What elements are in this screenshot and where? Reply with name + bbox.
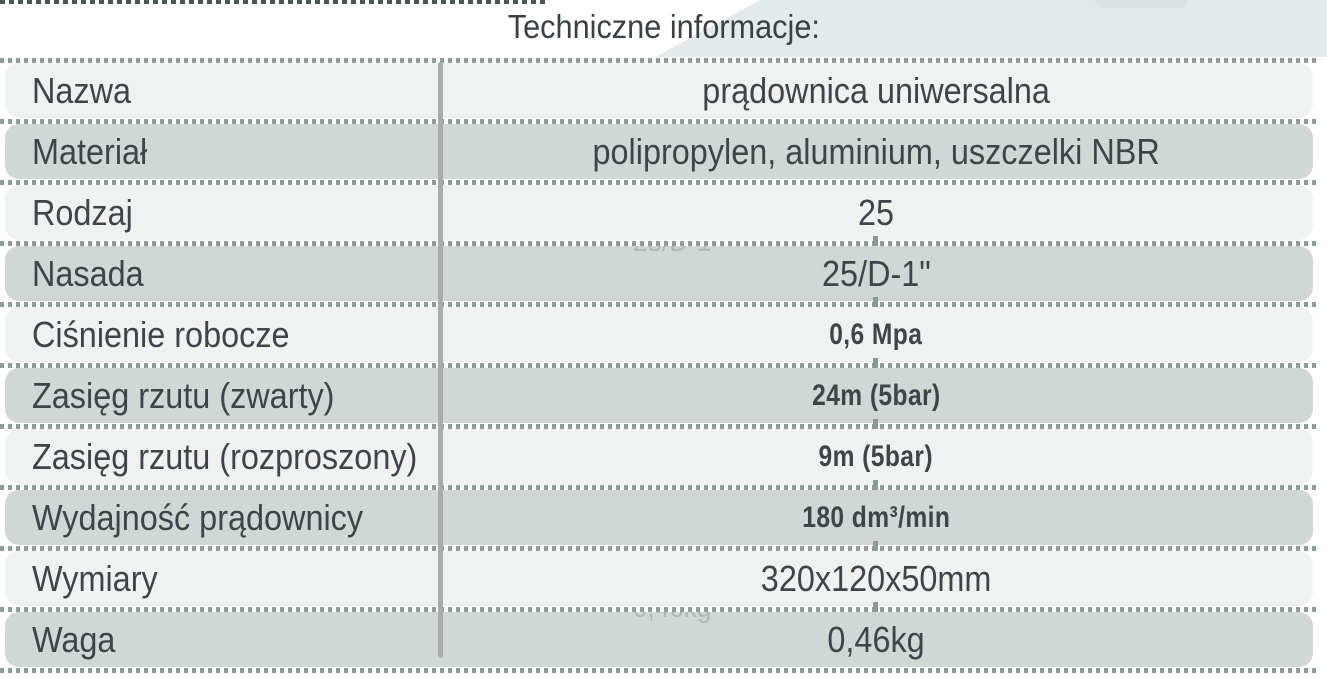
table-row: Wymiary 320x120x50mm [5,551,1313,606]
row-value: 0,46kg [827,618,925,660]
row-separator [0,480,1319,495]
table-row: Waga 0,46kg 0,46kg [5,612,1313,667]
top-edge-dots-artifact [0,0,545,4]
row-value: 25 [857,191,895,233]
row-label: Waga [32,618,116,660]
row-label-cell: Nazwa [5,70,439,112]
title-band: Techniczne informacje: [0,0,1327,57]
row-separator [0,118,1319,124]
row-label-cell: Nasada [5,253,439,295]
row-value-cell: 320x120x50mm [439,558,1313,600]
row-value-cell: 0,46kg [439,619,1313,661]
row-value-cell: 0,6 Mpa [439,318,1313,352]
separator-tick [873,236,878,251]
row-separator [0,297,1319,312]
row-value: polipropylen, aluminium, uszczelki NBR [592,130,1160,172]
table-row: Rodzaj 25 [5,185,1313,240]
row-label: Materiał [32,130,148,172]
row-label-cell: Ciśnienie robocze [5,314,439,356]
row-label-cell: Wydajność prądownicy [5,497,439,539]
row-value: 0,6 Mpa [829,317,923,351]
row-label-cell: Waga [5,619,439,661]
row-label: Ciśnienie robocze [32,313,290,355]
row-value: 9m (5bar) [818,439,934,473]
row-value-cell: 25 [439,192,1313,234]
row-label-cell: Wymiary [5,558,439,600]
table-row: Materiał polipropylen, aluminium, uszcze… [5,124,1313,179]
separator-tick [873,602,878,617]
row-separator [0,57,1319,63]
title-band-shade [655,0,1327,57]
table-row: Zasięg rzutu (zwarty) 24m (5bar) [5,368,1313,423]
row-label: Zasięg rzutu (zwarty) [32,374,335,416]
separator-tick [873,358,878,373]
row-separator [0,236,1319,251]
row-label: Rodzaj [32,191,133,233]
row-label-cell: Zasięg rzutu (rozproszony) [5,436,439,478]
row-label: Wydajność prądownicy [32,496,364,538]
separator-tick [873,297,878,312]
top-edge-bar-artifact [1095,0,1187,8]
page-title: Techniczne informacje: [507,8,820,45]
separator-tick [873,419,878,434]
row-separator [0,179,1319,185]
row-value: 320x120x50mm [760,557,992,599]
row-separator [0,358,1319,373]
table-row: Wydajność prądownicy 180 dm³/min [5,490,1313,545]
row-label: Nazwa [32,69,132,111]
row-label: Wymiary [32,557,158,599]
table-row: Ciśnienie robocze 0,6 Mpa [5,307,1313,362]
row-value: prądownica uniwersalna [702,69,1050,111]
row-label: Nasada [32,252,144,294]
row-label-cell: Materiał [5,131,439,173]
spec-table: Nazwa prądownica uniwersalna Materiał po… [0,57,1327,673]
row-value-cell: polipropylen, aluminium, uszczelki NBR [439,131,1313,173]
row-value-cell: 9m (5bar) [439,440,1313,474]
row-label: Zasięg rzutu (rozproszony) [32,435,418,477]
row-value: 25/D-1" [821,252,931,294]
row-label-cell: Zasięg rzutu (zwarty) [5,375,439,417]
row-value: 24m (5bar) [811,378,941,412]
row-separator [0,602,1319,617]
row-value-cell: 180 dm³/min [439,501,1313,535]
separator-tick [873,541,878,556]
row-separator [0,541,1319,556]
row-separator [0,419,1319,434]
row-value-cell: 24m (5bar) [439,379,1313,413]
table-row: Nazwa prądownica uniwersalna [5,63,1313,118]
table-row: Nasada 25/D-1" 25/D-1" [5,246,1313,301]
row-value: 180 dm³/min [801,500,951,534]
row-value-cell: 25/D-1" [439,253,1313,295]
separator-tick [873,480,878,495]
row-value-cell: prądownica uniwersalna [439,70,1313,112]
table-row: Zasięg rzutu (rozproszony) 9m (5bar) [5,429,1313,484]
row-separator [0,667,1319,673]
row-label-cell: Rodzaj [5,192,439,234]
column-divider-line [438,62,443,658]
